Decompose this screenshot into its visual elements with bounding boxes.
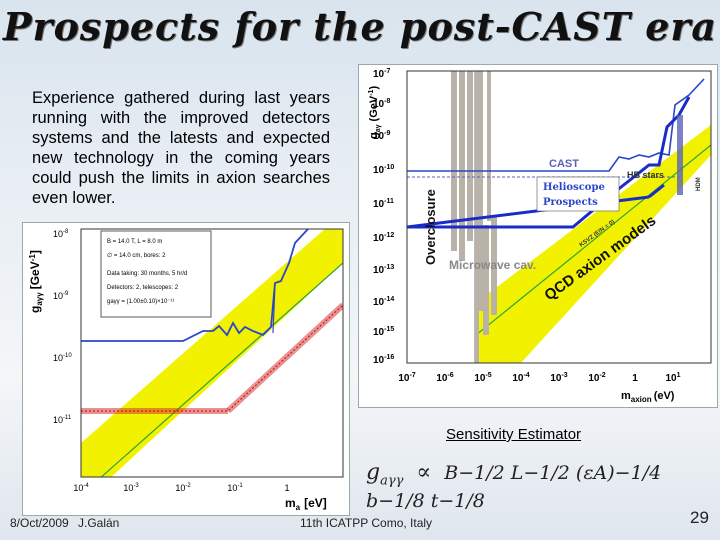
hb-stars-label: HB stars <box>627 170 664 180</box>
y-tick-label: 10-16 <box>373 354 394 366</box>
cast-label: CAST <box>549 158 579 170</box>
prospect-curve <box>81 304 343 412</box>
params-box <box>100 230 212 318</box>
sensitivity-plot: B = 14.0 T, L = 8.0 m ∅ = 14.0 cm, bores… <box>22 222 350 516</box>
param-line: gaγγ = (1.00±0.10)×10⁻¹¹ <box>107 299 175 305</box>
x-tick-label: 10-2 <box>588 372 605 384</box>
y-tick-label: 10-13 <box>373 264 394 276</box>
y-tick-label: 10-12 <box>373 232 394 244</box>
x-axis-label: ma [eV] <box>285 496 327 512</box>
x-tick-label: 10-4 <box>73 483 89 493</box>
formula-rhs: B−1/2 L−1/2 (εA)−1/4 b−1/8 t−1/8 <box>366 462 662 513</box>
sensitivity-estimator-heading: Sensitivity Estimator <box>446 426 582 443</box>
x-tick-label: 1 <box>632 373 638 384</box>
exclusion-plot: 10-7 10-8 10-9 10-10 10-11 10-12 10-13 1… <box>358 64 718 408</box>
exclusion-plot-svg: 10-7 10-8 10-9 10-10 10-11 10-12 10-13 1… <box>368 68 712 404</box>
cast-limit-vertical <box>272 284 276 334</box>
y-tick-label: 10-14 <box>373 296 394 308</box>
y-tick-label: 10-15 <box>373 326 394 338</box>
x-tick-label: 10-1 <box>227 483 243 493</box>
x-tick-label: 1 <box>284 483 289 493</box>
y-tick-label: 10-11 <box>373 198 394 210</box>
y-tick-label: 10-8 <box>53 229 69 239</box>
x-tick-label: 101 <box>665 372 680 384</box>
cast-limit-curve <box>407 78 705 172</box>
y-tick-label: 10-7 <box>373 68 390 80</box>
x-tick-label: 10-7 <box>398 372 415 384</box>
footer-date: 8/Oct/2009 <box>10 516 69 530</box>
cast-limit-curve <box>81 229 309 342</box>
x-tick-label: 10-3 <box>123 483 139 493</box>
prospects-label: Prospects <box>543 197 598 208</box>
y-tick-label: 10-9 <box>53 291 69 301</box>
x-tick-label: 10-2 <box>175 483 191 493</box>
param-line: Detectors: 2, telescopes: 2 <box>107 285 179 291</box>
param-line: ∅ = 14.0 cm, bores: 2 <box>107 252 166 259</box>
param-line: Data taking: 30 months, 5 hr/d <box>107 271 187 277</box>
microwave-label: Microwave cav. <box>449 258 536 272</box>
footer-author: J.Galán <box>78 516 120 530</box>
x-tick-label: 10-5 <box>474 372 491 384</box>
sensitivity-formula: gaγγ ∝ B−1/2 L−1/2 (εA)−1/4 b−1/8 t−1/8 <box>366 460 716 512</box>
slide-title: Prospects for the post-CAST era <box>2 4 718 49</box>
x-axis-label: maxion (eV) <box>621 390 675 404</box>
y-tick-label: 10-11 <box>53 415 72 425</box>
hdm-label: HDM <box>696 177 702 191</box>
hdm-bar <box>677 115 683 195</box>
y-axis-label: gaγ(GeV-1) <box>368 86 382 139</box>
footer-conference: 11th ICATPP Como, Italy <box>300 516 433 530</box>
body-paragraph: Experience gathered during last years ru… <box>32 89 330 207</box>
formula-relation: ∝ <box>416 460 432 485</box>
formula-lhs: g <box>366 460 381 485</box>
y-tick-label: 10-10 <box>53 353 72 363</box>
y-axis-label: gaγγ[GeV-1] <box>28 250 44 313</box>
helioscope-label: Helioscope <box>543 182 605 193</box>
overclosure-label: Overclosure <box>423 189 438 265</box>
formula-lhs-sub: aγγ <box>380 473 404 489</box>
x-tick-label: 10-3 <box>550 372 567 384</box>
qcd-band <box>81 229 343 477</box>
y-tick-label: 10-10 <box>373 164 394 176</box>
param-line: B = 14.0 T, L = 8.0 m <box>107 239 162 245</box>
page-number: 29 <box>690 508 709 527</box>
x-tick-label: 10-6 <box>436 372 453 384</box>
sensitivity-plot-svg: B = 14.0 T, L = 8.0 m ∅ = 14.0 cm, bores… <box>28 228 344 512</box>
x-tick-label: 10-4 <box>512 372 529 384</box>
ksvz-line <box>100 262 343 477</box>
y-tick-label: 10-9 <box>373 130 390 142</box>
y-tick-label: 10-8 <box>373 98 390 110</box>
